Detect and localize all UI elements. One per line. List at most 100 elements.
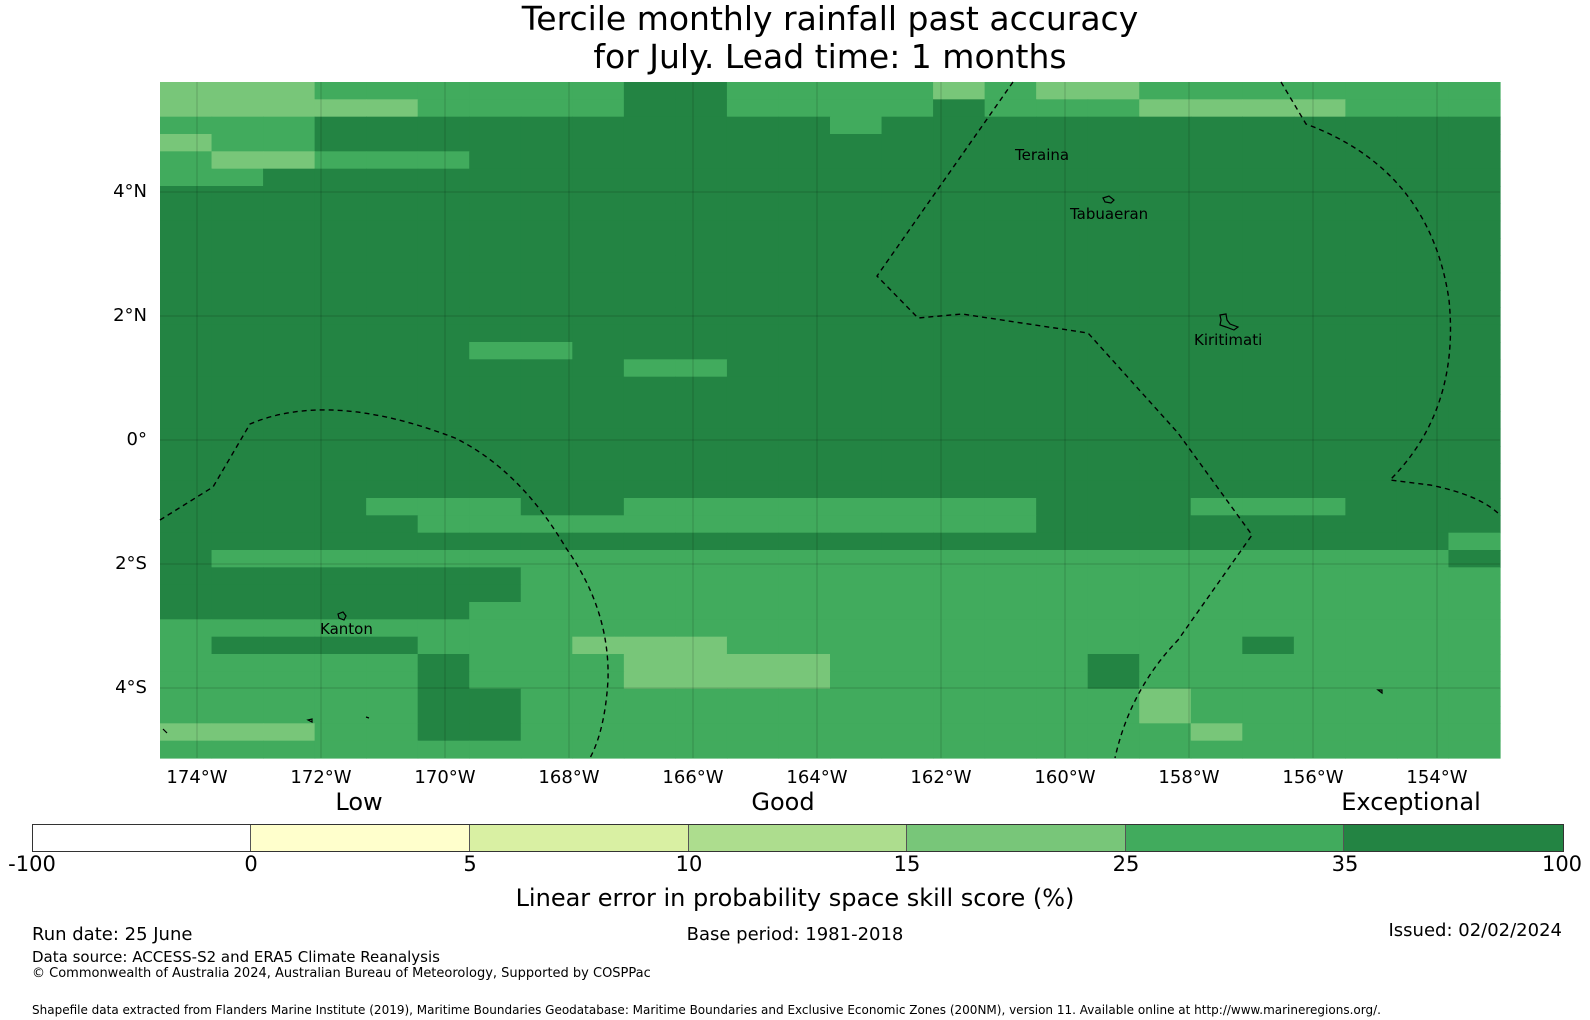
skill-cell — [1036, 706, 1089, 724]
skill-cell — [1293, 359, 1346, 378]
skill-cell — [778, 168, 831, 187]
skill-cell — [1242, 394, 1295, 412]
skill-cell — [933, 255, 986, 274]
skill-cell — [211, 411, 264, 430]
skill-cell — [314, 723, 367, 742]
skill-cell — [520, 394, 573, 412]
skill-cell — [1242, 82, 1295, 100]
skill-cell — [1036, 255, 1089, 274]
skill-cell — [520, 116, 573, 135]
colorbar-tick-5: 5 — [463, 852, 477, 876]
skill-cell — [263, 619, 316, 638]
skill-cell — [881, 394, 934, 412]
skill-cell — [469, 307, 522, 326]
skill-cell — [1036, 220, 1089, 239]
skill-cell — [1242, 567, 1295, 586]
skill-cell — [984, 324, 1037, 343]
skill-cell — [726, 602, 780, 620]
skill-cell — [263, 654, 316, 672]
skill-cell — [160, 723, 213, 742]
skill-cell — [984, 238, 1037, 256]
skill-cell — [1087, 394, 1140, 412]
skill-cell — [1036, 532, 1089, 551]
skill-cell — [366, 480, 419, 499]
skill-cell — [1345, 342, 1398, 360]
skill-cell — [675, 376, 728, 395]
skill-cell — [211, 359, 264, 378]
skill-cell — [778, 636, 831, 655]
skill-cell — [1139, 307, 1192, 326]
skill-cell — [1345, 619, 1398, 638]
skill-cell — [830, 203, 883, 222]
skill-cell — [1396, 151, 1450, 170]
skill-cell — [520, 636, 573, 655]
skill-cell — [211, 116, 264, 135]
skill-cell — [469, 255, 522, 274]
skill-cell — [1396, 394, 1450, 412]
skill-cell — [572, 186, 625, 204]
skill-cell — [1139, 428, 1192, 447]
skill-cell — [1396, 82, 1450, 100]
skill-cell — [1345, 515, 1398, 534]
skill-cell — [726, 498, 780, 516]
skill-cell — [1345, 134, 1398, 152]
skill-cell — [263, 134, 316, 152]
skill-cell — [1190, 203, 1243, 222]
kanton-outline — [337, 611, 347, 621]
skill-cell — [1190, 446, 1243, 464]
skill-cell — [778, 463, 831, 482]
skill-cell — [984, 168, 1037, 187]
skill-cell — [314, 671, 367, 690]
skill-cell — [1190, 498, 1243, 516]
skill-cell — [1087, 411, 1140, 430]
skill-cell — [417, 671, 470, 690]
skill-grid-cells — [160, 82, 1501, 759]
skill-cell — [1242, 238, 1295, 256]
skill-cell — [572, 567, 625, 586]
skill-cell — [1087, 203, 1140, 222]
skill-cell — [675, 151, 728, 170]
skill-cell — [1087, 602, 1140, 620]
skill-cell — [314, 428, 367, 447]
skill-cell — [1345, 272, 1398, 291]
skill-cell — [778, 654, 831, 672]
skill-cell — [366, 428, 419, 447]
skill-cell — [881, 602, 934, 620]
skill-cell — [984, 688, 1037, 707]
skill-cell — [984, 255, 1037, 274]
skill-cell — [933, 151, 986, 170]
skill-cell — [1139, 671, 1192, 690]
skill-cell — [520, 584, 573, 603]
skill-cell — [160, 636, 213, 655]
skill-cell — [1293, 394, 1346, 412]
skill-cell — [1190, 463, 1243, 482]
colorbar-tick-10: 10 — [675, 852, 703, 876]
skill-cell — [623, 446, 676, 464]
skill-cell — [1242, 116, 1295, 135]
skill-cell — [1448, 654, 1501, 672]
skill-cell — [469, 290, 522, 308]
skill-cell — [984, 532, 1037, 551]
skill-cell — [1087, 272, 1140, 291]
skill-cell — [1190, 324, 1243, 343]
skill-cell — [1448, 550, 1501, 568]
skill-cell — [1036, 446, 1089, 464]
skill-cell — [160, 255, 213, 274]
skill-cell — [263, 290, 316, 308]
skill-cell — [572, 220, 625, 239]
skill-cell — [726, 688, 780, 707]
skill-cell — [778, 688, 831, 707]
skill-cell — [160, 116, 213, 135]
skill-cell — [263, 238, 316, 256]
skill-cell — [1448, 255, 1501, 274]
skill-cell — [314, 324, 367, 343]
skill-cell — [1242, 290, 1295, 308]
skill-cell — [160, 602, 213, 620]
skill-cell — [417, 706, 470, 724]
data-source: Data source: ACCESS-S2 and ERA5 Climate … — [32, 948, 440, 966]
skill-cell — [1448, 168, 1501, 187]
skill-cell — [263, 168, 316, 187]
skill-cell — [830, 255, 883, 274]
skill-cell — [778, 584, 831, 603]
skill-cell — [881, 255, 934, 274]
